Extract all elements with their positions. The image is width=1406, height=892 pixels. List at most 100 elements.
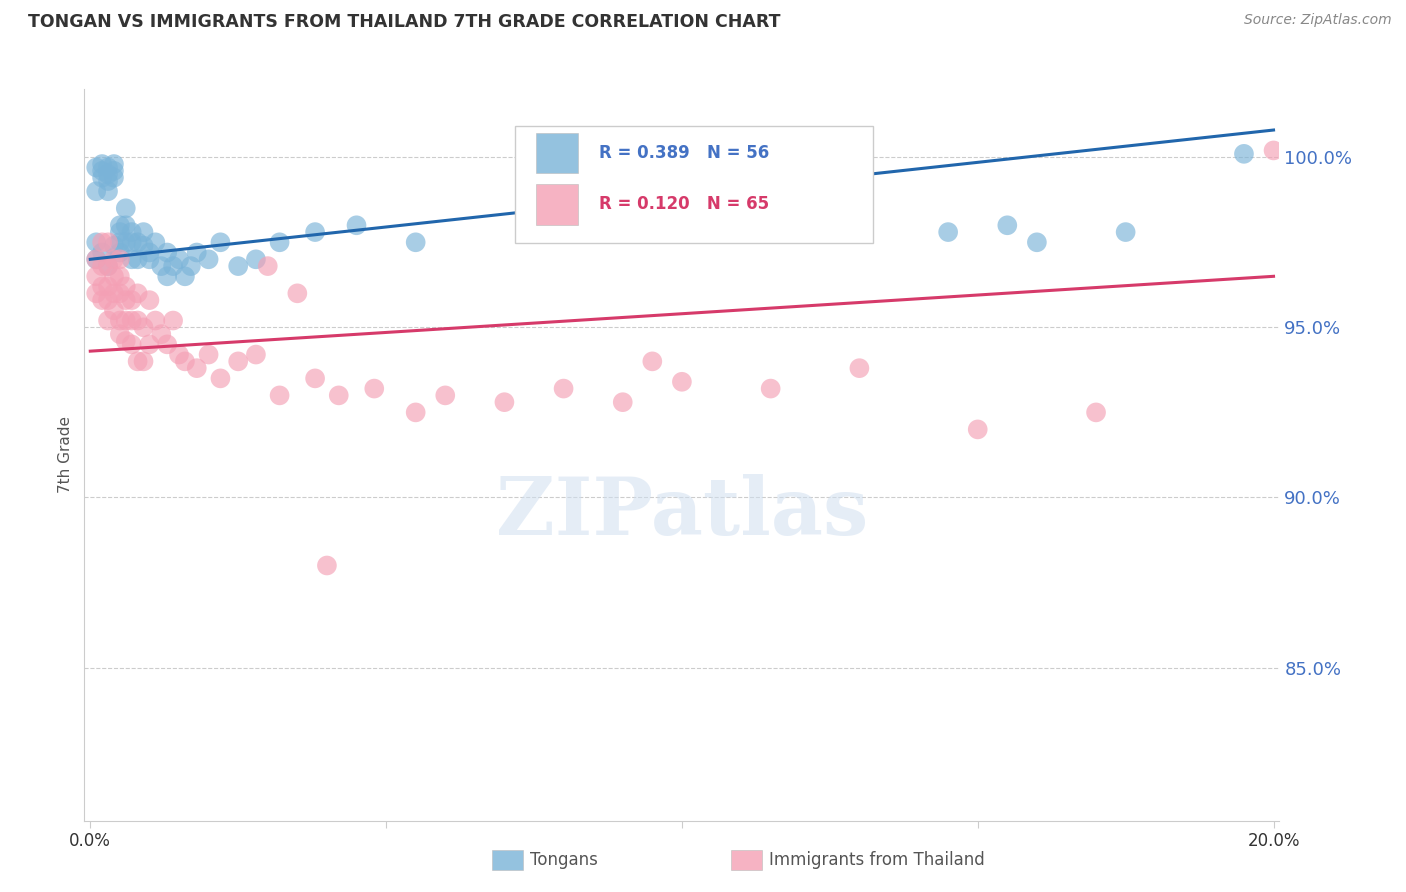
Point [162,259,184,273]
Point [84,269,107,284]
Point [1025,235,1047,250]
Point [363,382,385,396]
Text: Tongans: Tongans [530,851,598,869]
Point [180,259,202,273]
Point [91,157,114,171]
Point [84,235,107,250]
Point [612,395,634,409]
Point [127,286,149,301]
Point [150,327,173,342]
Point [91,235,114,250]
Point [641,354,664,368]
Point [209,371,232,385]
Point [132,320,155,334]
Point [91,259,114,273]
Point [97,293,120,307]
Text: TONGAN VS IMMIGRANTS FROM THAILAND 7TH GRADE CORRELATION CHART: TONGAN VS IMMIGRANTS FROM THAILAND 7TH G… [28,13,780,31]
Point [494,395,516,409]
Point [108,235,131,250]
Point [97,161,120,175]
Text: ZIPatlas: ZIPatlas [496,475,868,552]
Point [91,293,114,307]
Point [114,293,136,307]
Point [108,225,131,239]
Point [759,382,782,396]
Point [103,170,125,185]
Point [553,382,575,396]
Point [1233,146,1256,161]
Point [84,184,107,198]
Point [97,174,120,188]
Point [226,259,249,273]
Point [103,286,125,301]
Point [84,161,107,175]
Point [108,219,131,233]
Point [434,388,457,402]
Point [121,313,143,327]
Point [1263,144,1285,158]
Point [995,219,1018,233]
Point [167,347,190,361]
Point [84,286,107,301]
Point [103,157,125,171]
Point [256,259,278,273]
Point [174,269,197,284]
Point [97,259,120,273]
Point [174,354,197,368]
Point [108,245,131,260]
Point [127,313,149,327]
Point [848,361,870,376]
Point [167,252,190,267]
Point [197,347,219,361]
Point [121,337,143,351]
Point [84,252,107,267]
Point [156,245,179,260]
Point [132,225,155,239]
Bar [536,133,578,173]
Point [127,235,149,250]
Point [936,225,959,239]
Text: R = 0.389   N = 56: R = 0.389 N = 56 [599,145,769,162]
Point [132,238,155,252]
Point [84,252,107,267]
Point [245,347,267,361]
Point [405,235,427,250]
Point [1085,405,1108,419]
Point [226,354,249,368]
Point [114,279,136,293]
Text: Immigrants from Thailand: Immigrants from Thailand [769,851,984,869]
Point [91,279,114,293]
Point [114,201,136,215]
Point [103,303,125,318]
Point [127,252,149,267]
Point [328,388,350,402]
Point [966,422,988,436]
Point [108,313,131,327]
Point [186,245,208,260]
Point [143,235,166,250]
Point [114,235,136,250]
Point [209,235,232,250]
Bar [536,185,578,225]
Point [121,252,143,267]
Point [245,252,267,267]
Point [91,164,114,178]
Point [304,225,326,239]
Point [186,361,208,376]
Point [1115,225,1137,239]
Point [269,235,291,250]
Point [91,170,114,185]
Point [197,252,219,267]
Point [97,259,120,273]
Point [138,293,160,307]
Point [285,286,308,301]
Point [121,293,143,307]
Point [121,225,143,239]
Point [103,269,125,284]
Point [143,313,166,327]
Y-axis label: 7th Grade: 7th Grade [58,417,73,493]
Point [97,167,120,181]
Point [91,245,114,260]
Point [108,269,131,284]
Point [127,354,149,368]
